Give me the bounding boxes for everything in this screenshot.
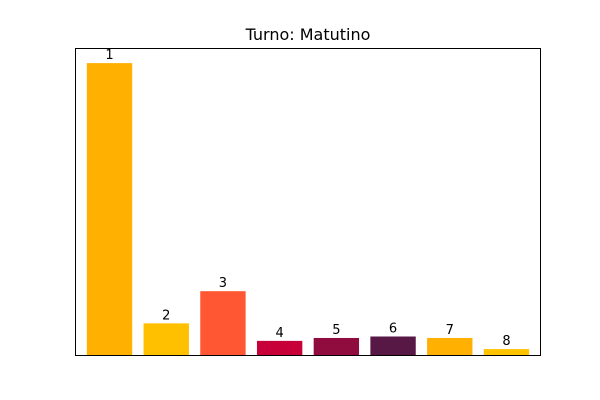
bar-8 <box>483 349 530 356</box>
bar-2 <box>143 323 189 356</box>
bar-6 <box>370 336 416 356</box>
bar-label-5: 5 <box>332 323 340 338</box>
bar-3 <box>200 291 246 356</box>
bar-label-6: 6 <box>389 322 397 337</box>
bars-group <box>86 63 530 356</box>
bar-7 <box>427 337 473 356</box>
bar-label-1: 1 <box>105 48 113 63</box>
bar-label-3: 3 <box>219 276 227 291</box>
bar-1 <box>86 63 133 356</box>
bar-4 <box>256 340 303 356</box>
bar-label-4: 4 <box>276 326 284 341</box>
bar-label-7: 7 <box>446 323 454 338</box>
bar-label-2: 2 <box>162 308 170 323</box>
bar-labels-group: 1 2 3 4 5 6 7 8 <box>105 48 510 349</box>
chart-title: Turno: Matutino <box>245 25 371 44</box>
plot-frame <box>75 48 541 356</box>
bar-5 <box>313 337 360 356</box>
bar-label-8: 8 <box>502 334 510 349</box>
